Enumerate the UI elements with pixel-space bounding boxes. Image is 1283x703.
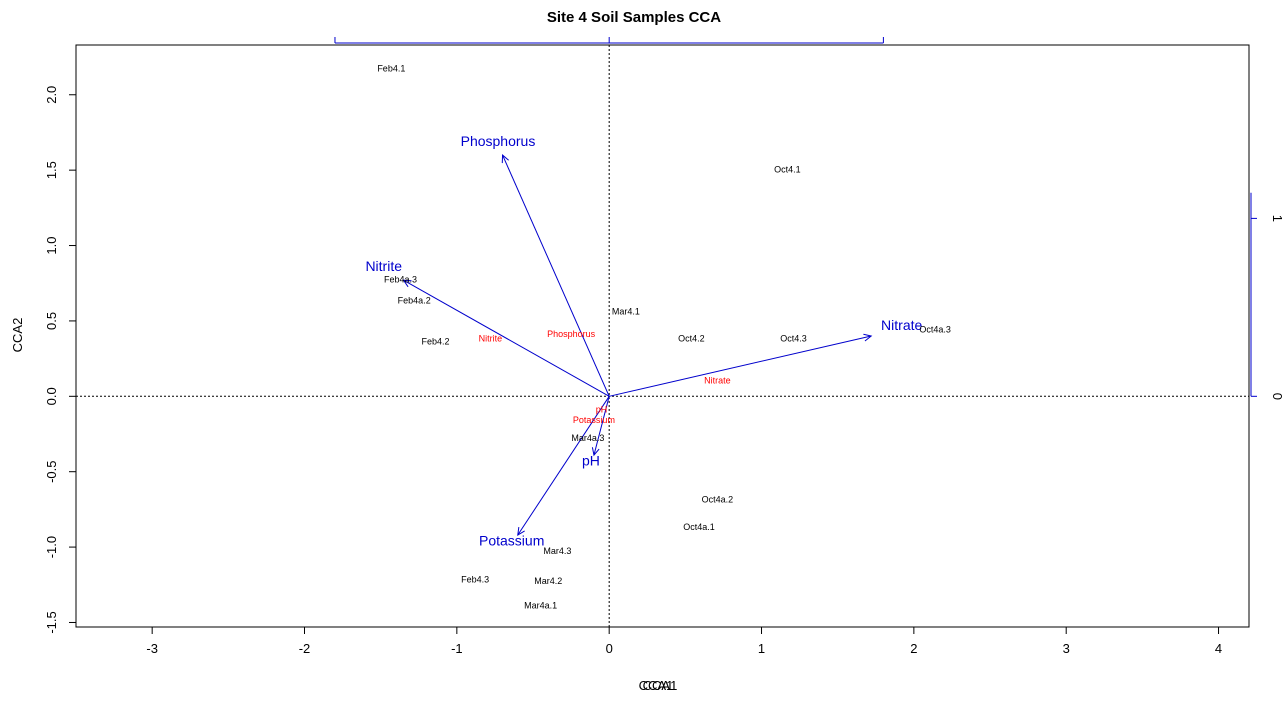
species-label-phosphorus: Phosphorus: [547, 329, 596, 339]
right-axis-tick-label: 0: [1270, 393, 1283, 400]
site-label: Feb4a.3: [384, 275, 417, 285]
arrowhead-nitrate: [863, 333, 873, 342]
arrow-label-phosphorus: Phosphorus: [461, 133, 536, 149]
site-label: Mar4.2: [534, 576, 562, 586]
site-label: Feb4.1: [377, 63, 405, 73]
x-tick-label: 1: [758, 641, 765, 656]
arrowhead-ph: [591, 447, 600, 457]
x-tick-label: 0: [606, 641, 613, 656]
y-tick-label: 1.5: [44, 161, 59, 179]
species-label-ph: pH: [596, 404, 608, 414]
y-axis-label: CCA2: [10, 318, 25, 353]
arrow-ph: [593, 396, 610, 456]
y-tick-label: -0.5: [44, 460, 59, 482]
y-tick-label: 0.0: [44, 387, 59, 405]
site-label: Oct4.2: [678, 333, 705, 343]
y-tick-label: 2.0: [44, 86, 59, 104]
arrowhead-nitrite: [402, 279, 412, 288]
site-label: Mar4.3: [543, 546, 571, 556]
x-tick-label: -2: [299, 641, 311, 656]
arrow-nitrate: [609, 335, 872, 397]
y-tick-label: 0.5: [44, 312, 59, 330]
x-tick-label: 2: [910, 641, 917, 656]
site-label: Oct4.1: [774, 165, 801, 175]
species-label-nitrate: Nitrate: [704, 376, 731, 386]
arrow-label-nitrite: Nitrite: [365, 258, 402, 274]
site-label: Oct4a.1: [683, 522, 715, 532]
site-label: Feb4.2: [422, 336, 450, 346]
arrow-label-potassium: Potassium: [479, 533, 544, 549]
arrow-nitrite: [403, 279, 610, 397]
arrowhead-potassium: [517, 527, 525, 536]
site-label: Oct4a.2: [702, 495, 734, 505]
plot-frame: [75, 44, 1250, 628]
x-axis-label-overlay: CCA1: [639, 678, 674, 693]
y-tick-label: -1.5: [44, 611, 59, 633]
arrow-phosphorus: [502, 154, 610, 397]
y-tick-label: 1.0: [44, 236, 59, 254]
site-label: Mar4a.1: [524, 600, 557, 610]
site-label: Mar4.1: [612, 306, 640, 316]
x-tick-label: -3: [146, 641, 158, 656]
x-tick-label: -1: [451, 641, 463, 656]
site-labels: Feb4.1 Oct4.1 Feb4a.3 Feb4a.2 Feb4.2 Mar4.1 Oc…: [377, 63, 951, 610]
arrow-label-ph: pH: [582, 453, 600, 469]
y-tick-label: -1.0: [44, 536, 59, 558]
right-axis-tick-label: 1: [1270, 215, 1283, 222]
arrowhead-phosphorus: [501, 154, 509, 164]
chart-title: Site 4 Soil Samples CCA: [547, 9, 721, 26]
arrow-label-nitrate: Nitrate: [881, 317, 922, 333]
site-label: Feb4.3: [461, 575, 489, 585]
site-label: Feb4a.2: [398, 296, 431, 306]
x-axis-label: CCA1: [643, 678, 678, 693]
site-label: Oct4.3: [780, 333, 807, 343]
species-label-potassium: Potassium: [573, 415, 615, 425]
site-label: Oct4a.3: [919, 324, 951, 334]
x-tick-label: 3: [1063, 641, 1070, 656]
site-label: Mar4a.3: [571, 433, 604, 443]
axes: -3 -2 -1 0 1 2 3 4 -1.5 -1.0 -0.5 0.0 0.5 1.0 1.5 2.0 0 1: [44, 37, 1283, 656]
arrow-potassium: [517, 396, 610, 536]
species-label-nitrite: Nitrite: [479, 333, 503, 343]
x-tick-label: 4: [1215, 641, 1222, 656]
